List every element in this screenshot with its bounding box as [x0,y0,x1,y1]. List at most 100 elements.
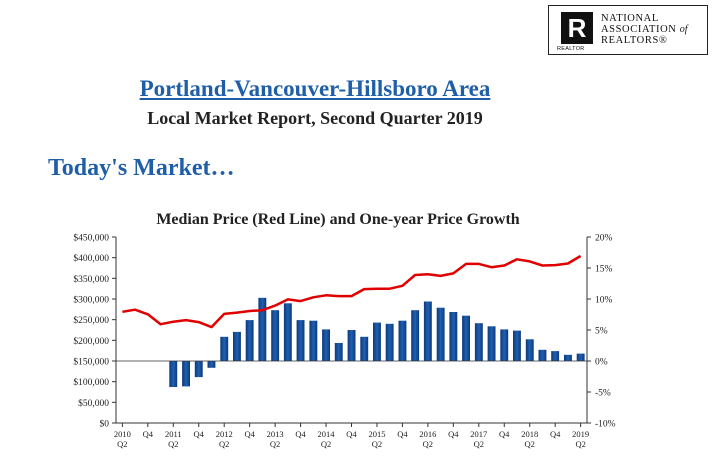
x-tick-label: 2017 [470,429,487,439]
growth-bar [373,322,381,361]
y-right-tick-label: 0% [595,358,608,368]
growth-bar [194,361,203,378]
growth-bar [487,326,496,361]
x-tick-label: Q4 [499,429,510,439]
x-tick-label: Q4 [550,429,561,439]
x-tick-label: Q4 [295,429,306,439]
x-tick-label: 2014 [318,429,336,439]
growth-bar [309,320,318,361]
growth-bar [360,336,369,361]
page-title-text: Portland-Vancouver-Hillsboro Area [139,76,491,101]
x-tick-label: Q4 [448,429,459,439]
x-tick-label: 2019 [572,429,589,439]
y-right-tick-label: 5% [595,327,608,337]
growth-bar [411,310,420,361]
growth-bars [169,297,585,387]
x-tick-sublabel: Q2 [525,439,535,449]
growth-bar [258,297,267,361]
x-tick-sublabel: Q2 [219,439,229,449]
y-right-tick-label: 15% [595,265,613,275]
logo-text: NATIONAL ASSOCIATION of REALTORS® [601,13,687,46]
growth-bar [182,361,190,387]
growth-bar [220,336,229,361]
logo-line-1: NATIONAL [601,13,659,24]
logo-line-2: ASSOCIATION of [601,24,687,35]
x-tick-label: Q4 [397,429,408,439]
growth-bar [334,343,343,361]
growth-bar [385,323,394,361]
growth-bar [347,330,356,361]
chart-title: Median Price (Red Line) and One-year Pri… [156,211,519,228]
logo-realtor-mark-text: REALTOR [557,46,585,52]
growth-bar [474,323,483,361]
growth-bar [538,349,547,361]
chart-axes: $0 $50,000 $100,000 $150,000 $200,000 $250,00… [73,233,615,450]
page-subtitle: Local Market Report, Second Quarter 2019 [147,108,483,128]
logo-line-3-text: REALTORS [601,35,659,46]
x-tick-label: 2011 [165,429,182,439]
x-tick-label: 2016 [419,429,436,439]
growth-bar [551,351,560,361]
y-left-tick-label: $350,000 [73,274,109,285]
y-left-tick-label: $50,000 [78,398,109,409]
growth-bar [169,361,178,387]
growth-bar [462,315,470,361]
growth-bar [500,329,509,361]
y-right-tick-label: -5% [595,389,611,399]
y-right-tick-label: 10% [595,296,613,306]
y-right-tick-label: -10% [595,420,616,430]
growth-bar [322,329,330,361]
x-tick-label: Q4 [143,429,154,439]
growth-bar [245,320,254,361]
x-tick-label: 2012 [216,429,233,439]
x-tick-label: Q4 [346,429,357,439]
growth-bar [436,307,445,361]
x-tick-label: 2015 [368,429,385,439]
median-price-line [122,254,582,329]
x-tick-label: 2010 [114,429,131,439]
x-tick-sublabel: Q2 [270,439,280,449]
x-tick-label: 2018 [521,429,538,439]
growth-bar [513,330,521,361]
growth-bar [423,301,432,361]
growth-bar [449,312,458,361]
x-tick-sublabel: Q2 [474,439,484,449]
x-tick-sublabel: Q2 [423,439,433,449]
y-left-tick-label: $0 [100,419,110,430]
y-left-tick-label: $200,000 [73,336,109,347]
x-tick-sublabel: Q2 [117,439,127,449]
x-tick-sublabel: Q2 [372,439,382,449]
y-right-tick-label: 20% [595,234,613,244]
growth-bar [207,361,216,368]
y-left-tick-label: $300,000 [73,295,109,306]
page-title: Portland-Vancouver-Hillsboro Area [0,76,630,102]
y-left-tick-label: $150,000 [73,357,109,368]
x-tick-label: 2013 [267,429,284,439]
median-price-line-group [122,254,582,329]
x-tick-sublabel: Q2 [575,439,585,449]
growth-bar [576,353,585,361]
section-title: Today's Market… [48,155,235,181]
y-left-tick-label: $250,000 [73,315,109,326]
y-left-tick-label: $100,000 [73,377,109,388]
growth-bar [525,339,534,361]
growth-bar [296,320,305,361]
logo-line-3: REALTORS® [601,35,668,46]
logo-line-2-text: ASSOCIATION [601,24,677,35]
growth-bar [233,331,241,361]
x-tick-label: Q4 [194,429,205,439]
realtor-r-glyph: R [567,13,587,43]
growth-bar [564,354,572,361]
growth-bar [271,310,280,361]
realtor-r-icon: R [561,12,593,44]
x-tick-label: Q4 [244,429,255,439]
y-left-tick-label: $400,000 [73,253,109,264]
nar-logo: R REALTOR NATIONAL ASSOCIATION of REALTO… [548,5,708,55]
growth-bar [283,303,292,361]
x-tick-sublabel: Q2 [321,439,331,449]
x-tick-sublabel: Q2 [168,439,178,449]
growth-bar [398,320,407,361]
logo-of: of [679,24,688,35]
y-left-tick-label: $450,000 [73,233,109,244]
